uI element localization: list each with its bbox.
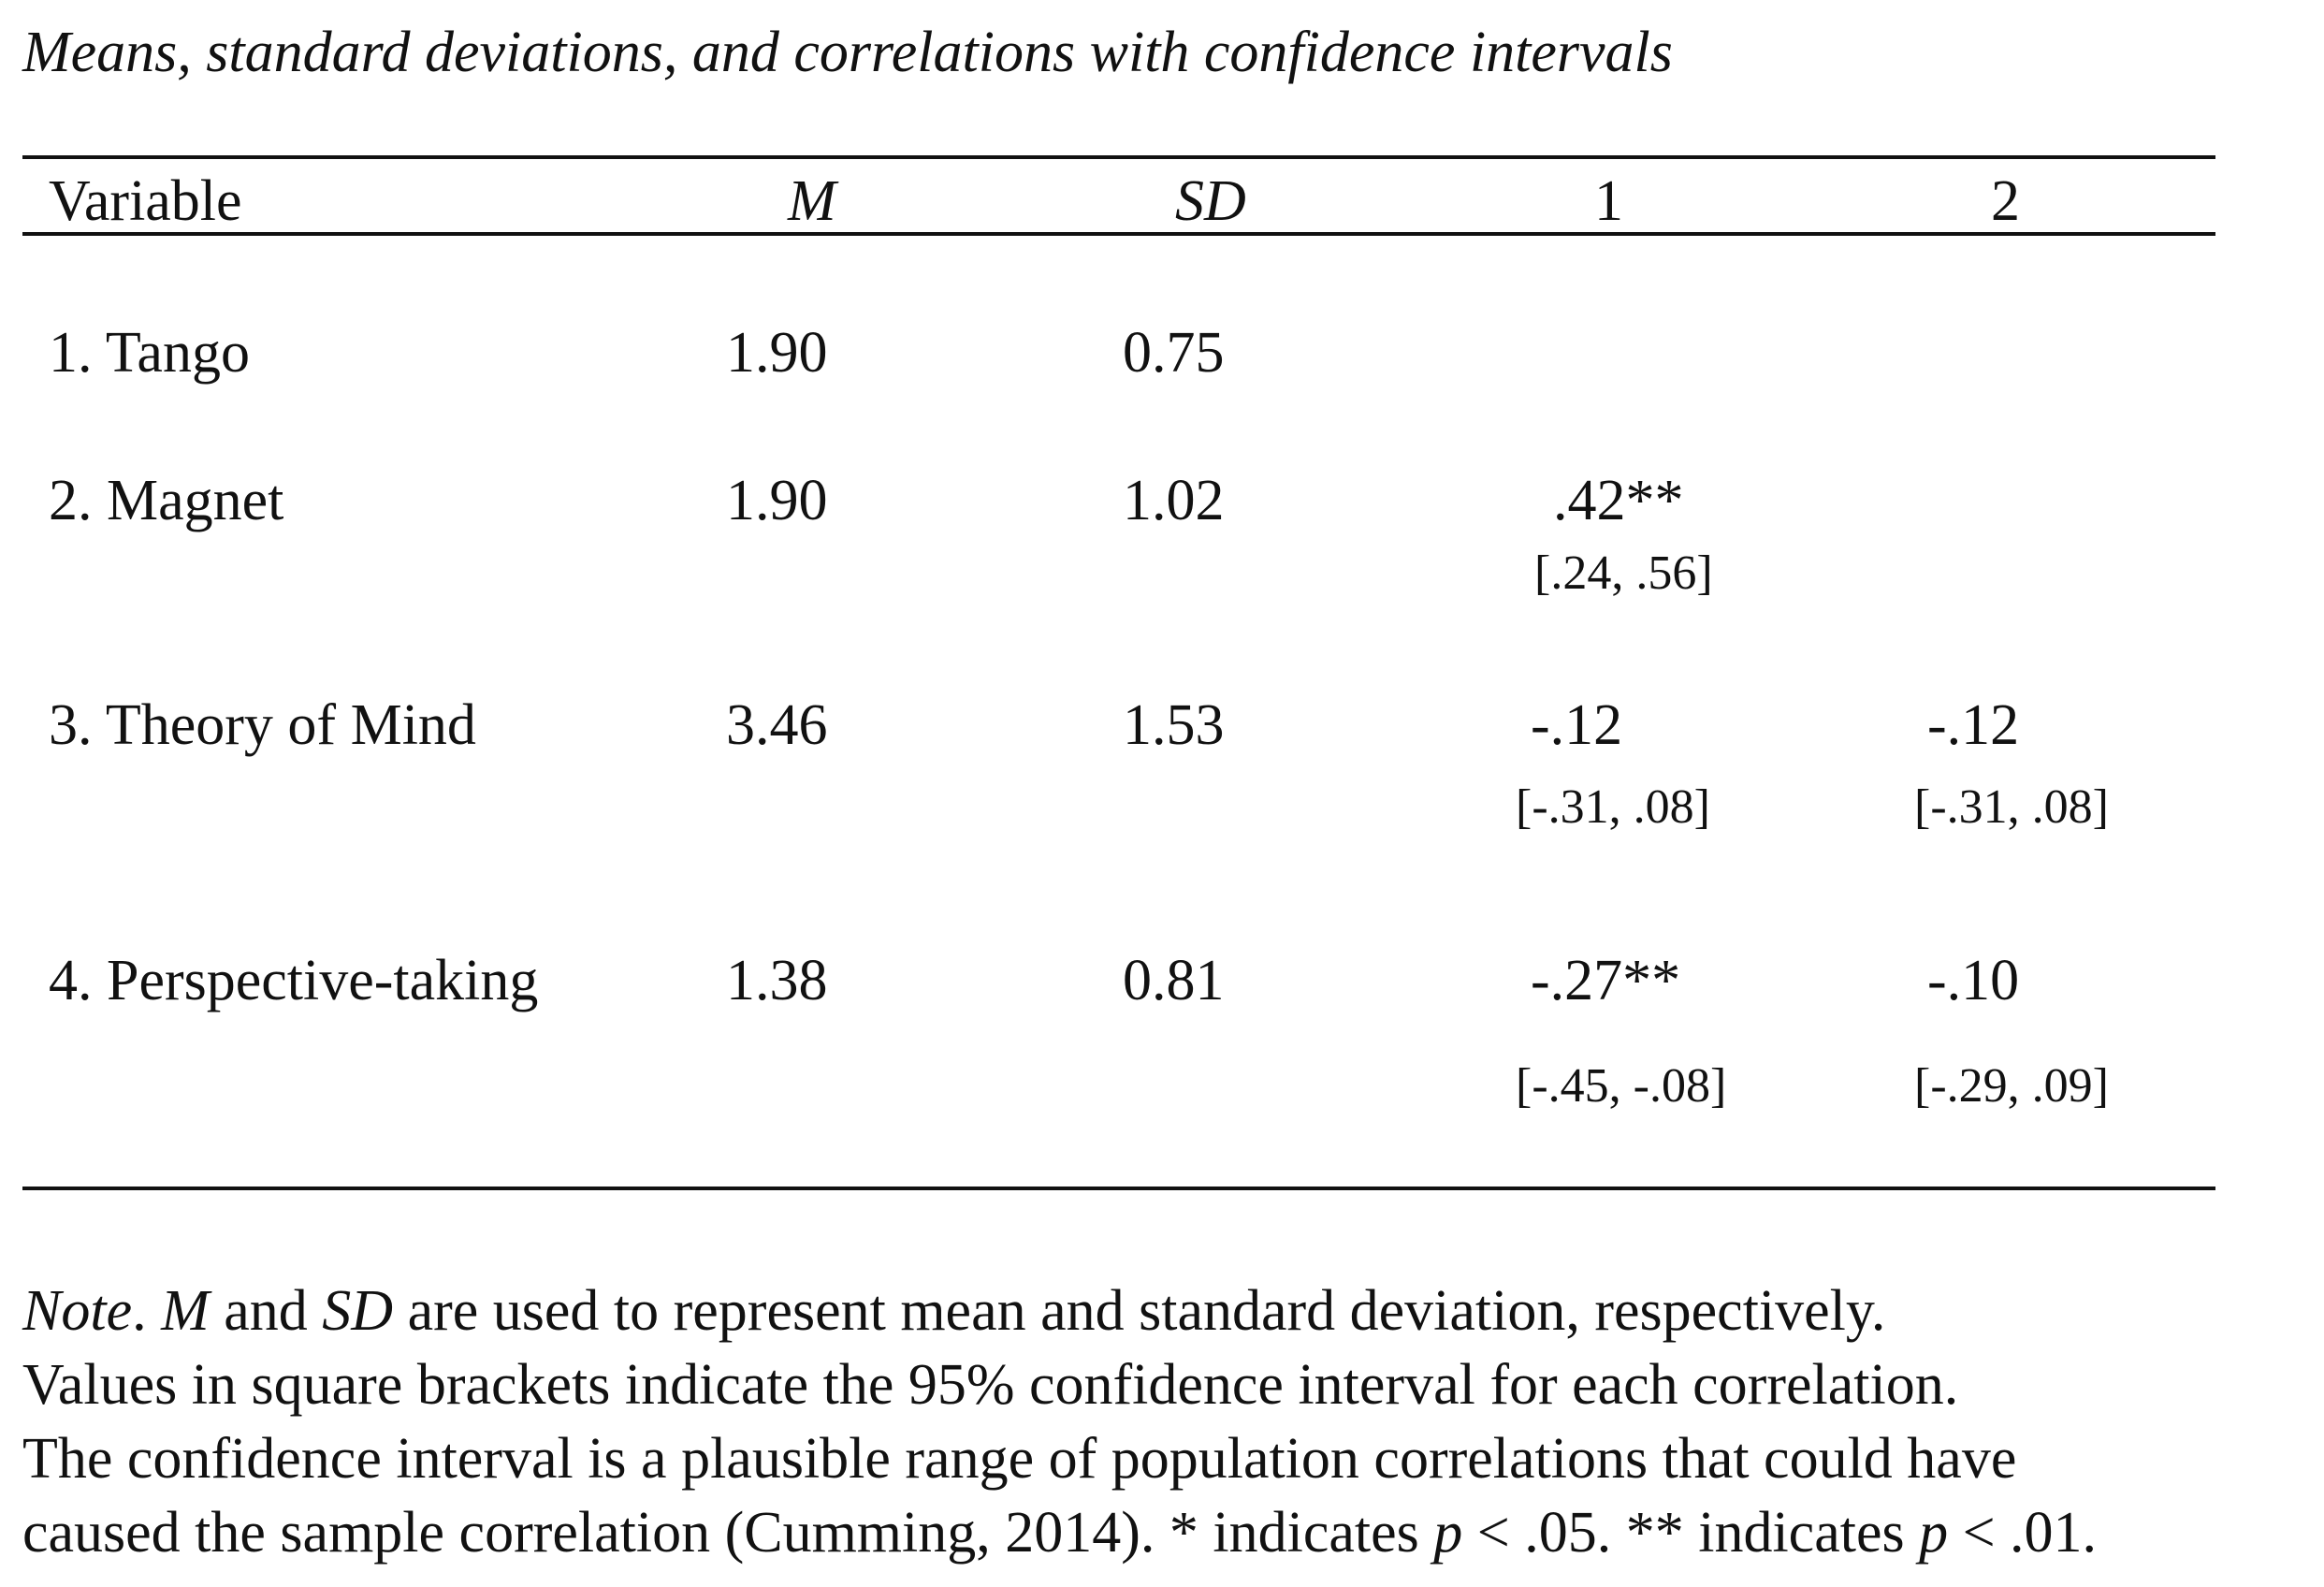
row-correlation-1: .42**	[1553, 469, 1684, 532]
row-ci-1: [.24, .56]	[1534, 546, 1713, 600]
row-ci-1: [-.31, .08]	[1516, 780, 1710, 834]
row-mean: 3.46	[726, 693, 828, 757]
row-mean: 1.38	[726, 949, 828, 1012]
note-line-3: The confidence interval is a plausible r…	[22, 1427, 2017, 1491]
table-note: Note. M and SD are used to represent mea…	[22, 1274, 2305, 1570]
row-label: 1. Tango	[49, 321, 250, 385]
bottom-rule	[22, 1187, 2215, 1190]
note-symbol-p: p	[1433, 1501, 1463, 1565]
header-col-2: 2	[1991, 169, 2020, 233]
note-text: < .01.	[1948, 1501, 2098, 1565]
header-mean: M	[788, 169, 836, 233]
note-text: .	[132, 1279, 162, 1343]
row-sd: 1.02	[1123, 469, 1225, 532]
row-mean: 1.90	[726, 469, 828, 532]
row-correlation-1: -.27**	[1531, 949, 1681, 1012]
row-label: 3. Theory of Mind	[49, 693, 476, 757]
note-line-2: Values in square brackets indicate the 9…	[22, 1353, 1959, 1417]
row-correlation-2: -.12	[1927, 693, 2020, 757]
table-title: Means, standard deviations, and correlat…	[22, 21, 1673, 84]
row-sd: 0.75	[1123, 321, 1225, 385]
note-text: caused the sample correlation (Cumming, …	[22, 1501, 1434, 1565]
row-ci-2: [-.31, .08]	[1914, 780, 2109, 834]
row-sd: 1.53	[1123, 693, 1225, 757]
row-mean: 1.90	[726, 321, 828, 385]
note-text: are used to represent mean and standard …	[393, 1279, 1886, 1343]
header-rule	[22, 232, 2215, 236]
row-label: 2. Magnet	[49, 469, 284, 532]
note-text: and	[209, 1279, 323, 1343]
row-correlation-1: -.12	[1531, 693, 1623, 757]
row-correlation-2: -.10	[1927, 949, 2020, 1012]
header-col-1: 1	[1594, 169, 1623, 233]
note-symbol-p: p	[1919, 1501, 1949, 1565]
note-text: < .05. ** indicates	[1462, 1501, 1920, 1565]
row-sd: 0.81	[1123, 949, 1225, 1012]
header-variable: Variable	[49, 169, 242, 233]
note-symbol-m: M	[161, 1279, 210, 1343]
note-line-4: caused the sample correlation (Cumming, …	[22, 1496, 2305, 1570]
row-ci-1: [-.45, -.08]	[1516, 1059, 1727, 1113]
row-ci-2: [-.29, .09]	[1914, 1059, 2109, 1113]
row-label: 4. Perspective-taking	[49, 949, 539, 1012]
note-symbol-sd: SD	[322, 1279, 394, 1343]
top-rule	[22, 155, 2215, 159]
header-sd: SD	[1175, 169, 1246, 233]
note-line-1: Note. M and SD are used to represent mea…	[22, 1274, 2305, 1348]
note-label: Note	[22, 1279, 133, 1343]
